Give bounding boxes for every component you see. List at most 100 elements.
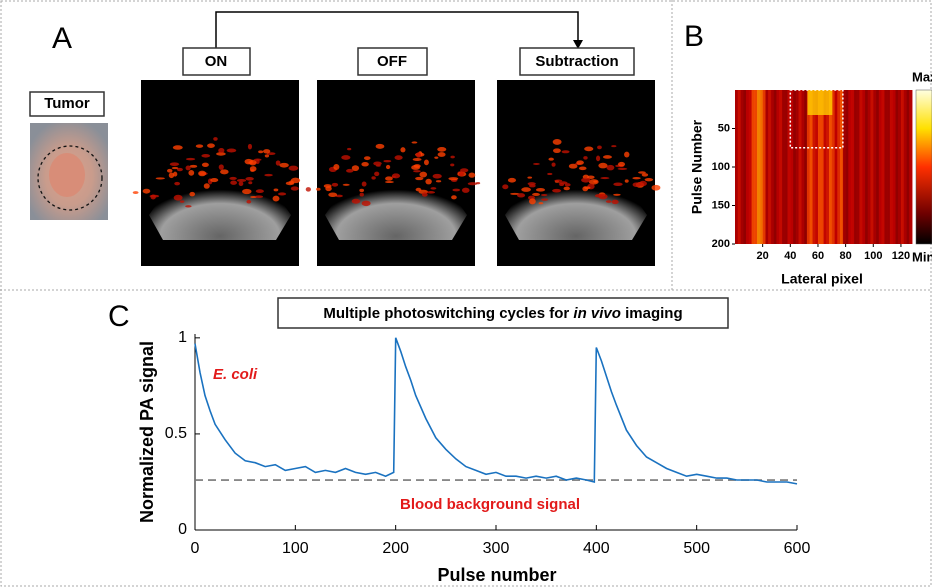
connector (215, 11, 579, 48)
signal (532, 192, 540, 196)
heatmap-stripe (898, 90, 902, 244)
signal (246, 199, 252, 204)
signal (421, 192, 428, 197)
heatmap-stripe (768, 90, 772, 244)
signal (210, 178, 219, 183)
heatmap-stripe (754, 90, 758, 244)
signal (568, 163, 578, 169)
heatmap-stripe (815, 90, 819, 244)
heatmap-stripe (787, 90, 791, 244)
step-label: OFF (377, 53, 407, 70)
tumor-label: Tumor (44, 95, 90, 112)
y-axis-label: Normalized PA signal (137, 341, 157, 523)
signal (541, 198, 549, 201)
signal (249, 166, 257, 172)
signal (263, 149, 271, 154)
signal (611, 199, 619, 205)
heatmap-stripe (845, 90, 849, 244)
signal (468, 172, 476, 178)
signal (169, 162, 180, 166)
signal (510, 192, 520, 195)
signal (458, 172, 464, 177)
heatmap-stripe (834, 90, 838, 244)
signal (333, 163, 340, 170)
signal (507, 177, 517, 183)
signal (189, 191, 196, 197)
signal (174, 181, 180, 186)
signal (328, 192, 338, 198)
panel-label: C (108, 300, 130, 333)
signal (435, 180, 442, 183)
x-tick-label: 60 (812, 250, 824, 262)
heatmap-stripe (746, 90, 750, 244)
heatmap-stripe (757, 90, 761, 244)
signal (247, 143, 253, 150)
signal (413, 170, 421, 173)
signal (272, 195, 280, 202)
signal (467, 182, 478, 186)
step-label: Subtraction (535, 53, 618, 70)
colorbar-label: Max (912, 69, 932, 84)
signal (373, 161, 382, 166)
signal (371, 176, 376, 180)
heatmap-stripe (884, 90, 888, 244)
y-tick-label: 200 (712, 238, 730, 250)
signal (632, 176, 641, 180)
signal (242, 188, 252, 195)
signal (323, 184, 332, 188)
signal (561, 150, 570, 154)
y-tick-label: 100 (712, 161, 730, 173)
signal (426, 191, 436, 194)
x-tick-label: 300 (483, 540, 510, 557)
signal (315, 187, 321, 191)
signal (155, 177, 165, 180)
signal (415, 187, 422, 192)
signal (594, 193, 604, 198)
heatmap-stripe (842, 90, 847, 244)
heatmap-stripe (873, 90, 877, 244)
chart-title: Multiple photoswitching cycles for in vi… (323, 305, 682, 322)
signal (394, 155, 403, 161)
heatmap-stripe (862, 90, 866, 244)
signal (255, 195, 264, 198)
title-part: in vivo (573, 305, 621, 322)
signal (415, 176, 424, 181)
signal (411, 141, 418, 144)
signal (279, 162, 289, 168)
signal (203, 183, 210, 189)
heatmap-stripe (900, 90, 905, 244)
signal (385, 176, 393, 181)
signal (375, 143, 385, 149)
signal (359, 188, 365, 193)
signal (451, 195, 457, 200)
heatmap-stripe (826, 90, 830, 244)
heatmap-stripe (735, 90, 739, 244)
signal (244, 158, 253, 165)
x-axis-label: Pulse number (437, 565, 556, 585)
heatmap-stripe (737, 90, 742, 244)
signal (529, 198, 536, 205)
signal (248, 181, 253, 185)
heatmap-stripe (798, 90, 802, 244)
signal (553, 148, 561, 154)
signal (613, 193, 621, 196)
signal (176, 167, 183, 172)
signal (597, 145, 602, 150)
signal (540, 193, 548, 197)
signal (218, 148, 225, 154)
heatmap-stripe (823, 90, 827, 244)
x-tick-label: 20 (757, 250, 769, 262)
signal (593, 180, 598, 183)
x-tick-label: 100 (282, 540, 309, 557)
signal (383, 159, 392, 163)
signal (258, 150, 264, 154)
heatmap-stripe (795, 90, 800, 244)
x-axis-label: Lateral pixel (781, 271, 863, 287)
signal (132, 191, 139, 194)
signal (385, 164, 391, 170)
heatmap-stripe (829, 90, 833, 244)
signal (185, 165, 191, 171)
signal (624, 179, 629, 183)
heatmap (735, 89, 913, 244)
